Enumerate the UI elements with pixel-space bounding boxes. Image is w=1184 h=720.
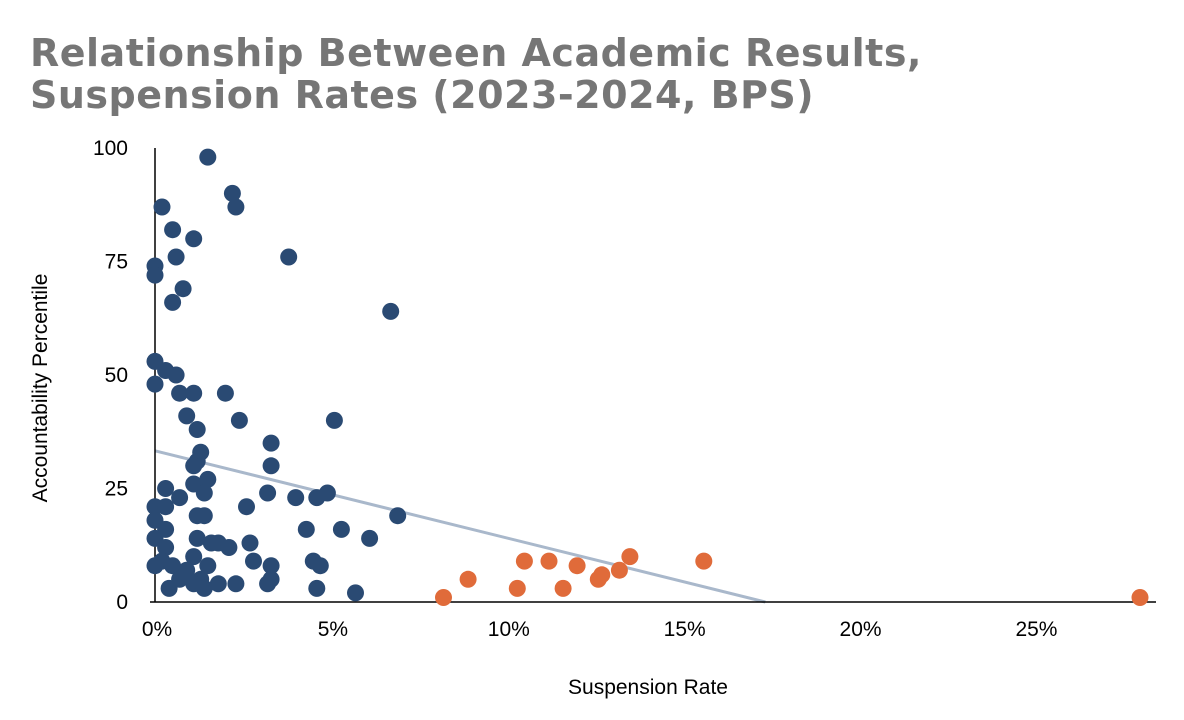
y-tick-label: 25 [105,478,128,501]
data-point [171,489,189,507]
data-point [157,480,175,497]
data-point [164,557,182,575]
data-point [153,198,171,216]
y-tick-label: 0 [116,591,128,614]
data-point [220,539,238,556]
data-point [199,148,217,166]
data-point [382,302,400,320]
data-point [311,557,329,575]
data-point [297,520,315,538]
data-point [188,421,206,438]
y-tick-label: 50 [105,364,128,387]
x-tick-label: 20% [840,618,882,641]
data-point-highlight [540,552,558,570]
data-point [171,384,189,402]
data-point-highlight [1131,589,1149,606]
data-point-highlight [593,566,611,584]
data-point-highlight [621,548,639,566]
data-point [199,557,217,575]
data-point [347,584,364,602]
data-point [227,575,245,593]
x-tick-label: 10% [488,618,530,641]
data-point [195,507,213,525]
data-point [167,248,185,266]
y-tick-label: 75 [105,251,128,274]
data-point [195,579,213,597]
data-point [164,221,182,239]
data-point [241,534,259,552]
x-tick-label: 5% [318,618,348,641]
data-point [361,529,379,547]
data-point-highlight [554,579,572,597]
data-point [178,407,196,425]
data-point [308,489,326,507]
data-point [185,384,203,402]
data-point [227,198,245,216]
data-point [230,411,248,429]
data-point [262,557,280,575]
data-point [188,529,206,547]
data-point [185,230,203,248]
data-point-highlight [568,557,586,575]
data-point-highlight [435,589,452,606]
data-point [160,579,178,597]
data-point [146,557,164,575]
data-point [185,548,203,566]
data-point [332,520,350,538]
data-point [216,384,234,402]
data-point-highlight [459,570,477,588]
data-point [167,366,185,384]
data-point [259,484,277,502]
data-point [259,575,277,593]
data-point [209,575,227,593]
data-point [157,539,175,556]
data-point [389,507,407,525]
x-tick-label: 0% [142,618,172,641]
data-point [195,484,213,502]
data-point [238,498,255,516]
data-point-highlight [508,579,526,597]
data-point [223,184,241,202]
data-point [146,375,164,393]
data-point-highlight [695,552,713,570]
x-tick-label: 15% [664,618,706,641]
data-point [325,411,343,429]
data-point [245,552,262,570]
data-point [157,498,175,516]
data-point [262,434,280,452]
data-point [199,470,217,488]
data-point [185,457,203,475]
data-point [308,579,326,597]
data-point [287,489,305,507]
data-point-highlight [515,552,533,570]
chart-title: Relationship Between Academic Results, S… [30,31,922,117]
data-point [280,248,298,266]
y-axis-title: Accountability Percentile [29,274,52,503]
trendline [154,449,766,604]
data-point [146,266,164,284]
data-point-highlight [610,561,628,579]
x-tick-label: 25% [1015,618,1057,641]
data-point [262,457,280,475]
x-axis-title: Suspension Rate [568,676,728,699]
data-point [164,293,182,311]
y-tick-label: 100 [93,137,128,160]
data-point [174,280,192,298]
